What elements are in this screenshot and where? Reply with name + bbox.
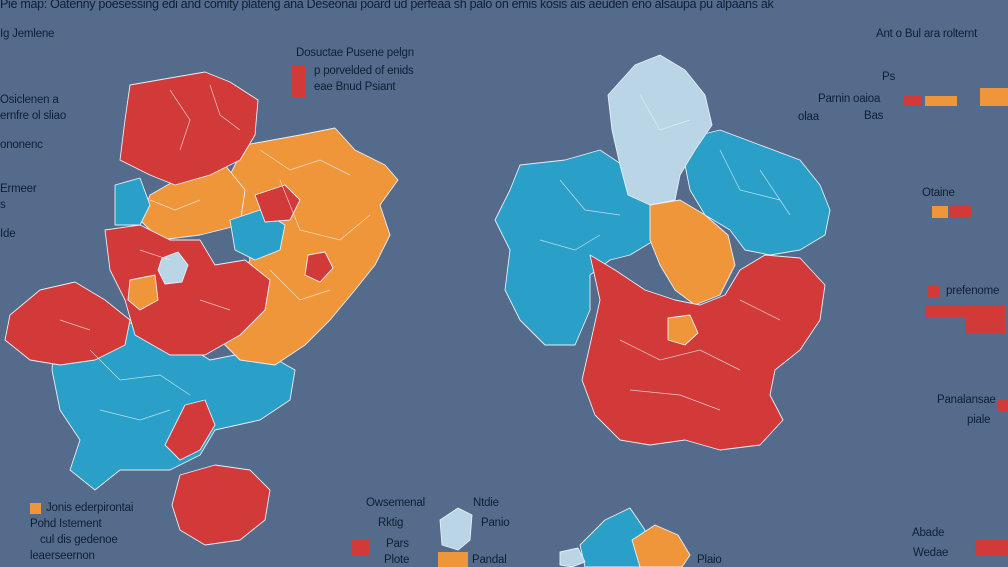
swatch-red-right-3 [928, 285, 940, 297]
swatch-orange-right-3 [932, 206, 948, 218]
legend-swatches [30, 65, 1008, 567]
left-map-blue-center[interactable] [229, 209, 286, 261]
right-map-orange-small[interactable] [667, 314, 699, 346]
top-caption: Pie map: Oatenny poesessing edi and comi… [0, 0, 774, 11]
left-note-5: s [0, 199, 6, 211]
right-legend-5: Otaine [922, 187, 955, 199]
legend-title-3: eae Bnud Psiant [314, 81, 396, 93]
left-map-red-island[interactable] [171, 464, 271, 546]
bottom-legend-2: Pohd Istement [30, 518, 102, 530]
bottom-legend-4: leaerseernon [30, 550, 95, 562]
right-legend-7: Panalansae [937, 394, 996, 406]
legend-title-2: p porvelded of enids [314, 65, 414, 77]
left-map-orange-small-west[interactable] [127, 274, 159, 311]
inset-map-lightblue[interactable] [559, 547, 586, 567]
left-note-6: Ide [0, 228, 16, 240]
right-legend-3: olaa [798, 111, 819, 123]
swatch-red-right-6 [998, 400, 1008, 412]
center-label-5: Ntdie [473, 497, 499, 509]
left-map-red-east-small[interactable] [304, 251, 334, 283]
left-map-lightblue-dot[interactable] [157, 251, 189, 285]
center-label-6: Panio [481, 517, 510, 529]
right-legend-4: Bas [864, 110, 884, 122]
center-label-3: Pars [386, 538, 409, 550]
left-map-red-west[interactable] [4, 281, 131, 366]
left-map-blue-west[interactable] [114, 177, 151, 226]
swatch-red-right-1 [904, 96, 922, 106]
right-legend-8: piale [967, 414, 991, 426]
left-choropleth-map [4, 71, 399, 546]
left-map-red-central[interactable] [104, 224, 271, 356]
left-note-3: ononenc [0, 139, 43, 151]
left-note-2: ernfre ol sliao [0, 110, 67, 122]
inset-map [439, 507, 691, 567]
right-map-orange-center[interactable] [649, 199, 736, 306]
inset-map-orange[interactable] [631, 524, 691, 567]
center-label-8: Plaio [697, 554, 722, 566]
legend-title-1: Dosuctae Pusene pelgn [296, 47, 414, 59]
center-label-4: Plote [384, 554, 410, 566]
right-map-red-south[interactable] [581, 254, 826, 451]
swatch-red-top-left [292, 65, 306, 97]
swatch-red-right-5 [965, 318, 1005, 334]
right-map-blue-east[interactable] [679, 129, 831, 256]
swatch-red-right-4 [925, 305, 1005, 317]
left-note-1: Osiclenen a [0, 94, 59, 106]
left-top-label: Ig Jemlene [0, 28, 55, 40]
left-map-red-south[interactable] [164, 399, 216, 461]
right-legend-9: Abade [912, 527, 945, 539]
right-legend-2: Parnin oaioa [818, 93, 881, 105]
inset-map-blue[interactable] [579, 507, 646, 567]
center-label-7: Pandal [472, 554, 507, 566]
left-map-red-north[interactable] [119, 71, 259, 186]
left-map-red-east-pocket[interactable] [254, 184, 301, 223]
center-label-1: Owsemenal [366, 497, 425, 509]
swatch-orange-bottom-center [438, 552, 468, 567]
swatch-orange-right-1 [925, 96, 957, 106]
swatch-red-bottom-center [352, 540, 370, 555]
swatch-orange-right-2 [980, 88, 1008, 106]
center-label-2: Rktig [378, 517, 404, 529]
swatch-orange-bottom-left [30, 503, 41, 514]
inset-map-lightblue-center[interactable] [439, 507, 473, 551]
bottom-legend-1: Jonis ederpirontai [46, 502, 134, 514]
right-legend-10: Wedae [913, 547, 949, 559]
left-note-4: Ermeer [0, 183, 37, 195]
swatch-red-right-2 [950, 206, 972, 218]
right-choropleth-map [494, 54, 831, 451]
swatch-red-right-7 [975, 540, 1008, 556]
right-legend-6: prefenome [946, 285, 1000, 297]
bottom-legend-3: cul dis gedenoe [40, 534, 118, 546]
right-top-label: Ant o Bul ara rolternt [876, 28, 978, 40]
right-legend-1: Ps [882, 71, 896, 83]
